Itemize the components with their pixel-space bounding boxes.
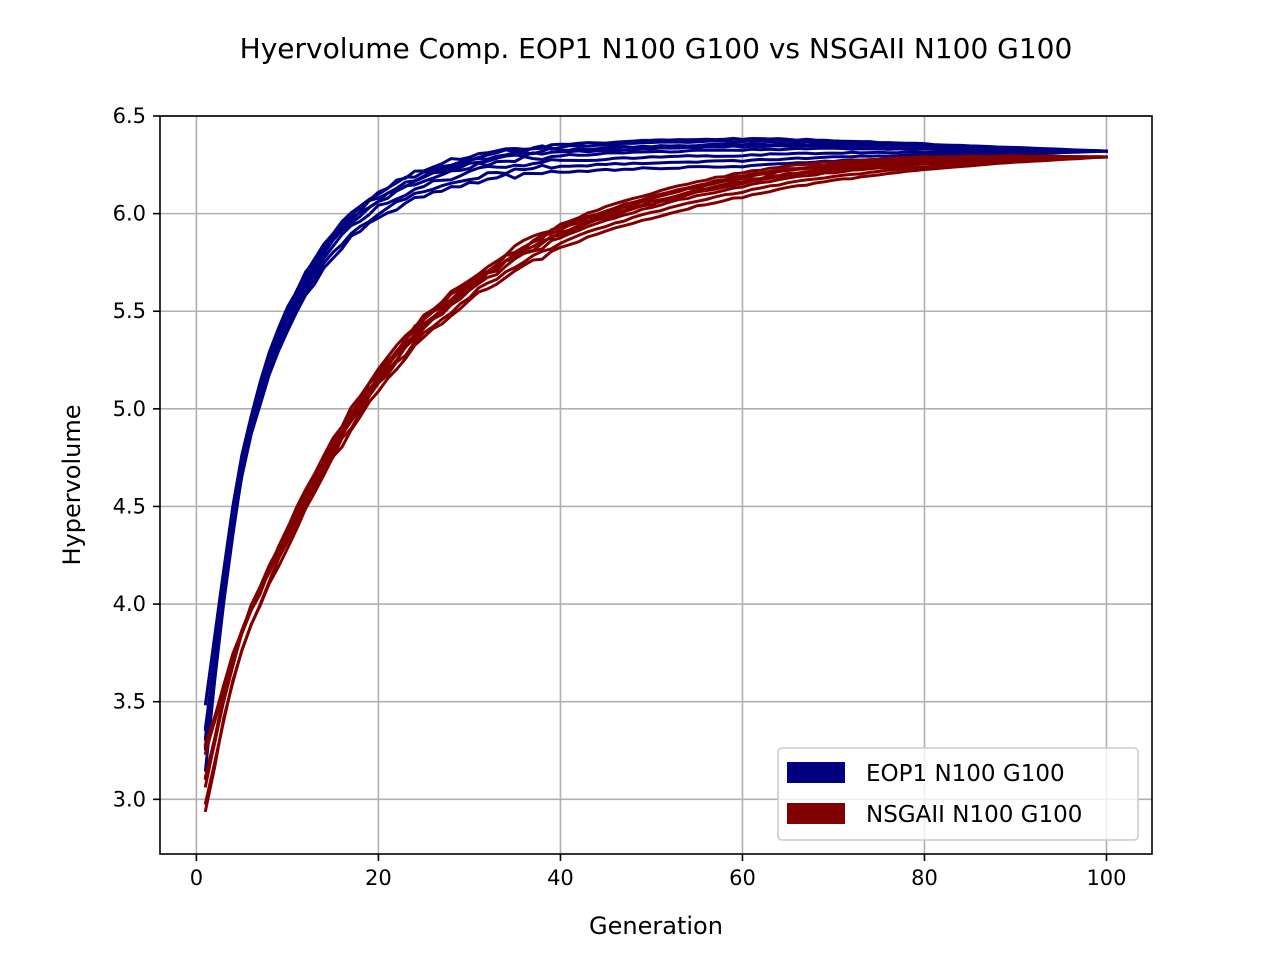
series-1 bbox=[203, 154, 1109, 813]
series-0-run-line bbox=[203, 142, 1109, 749]
chart-title: Hyervolume Comp. EOP1 N100 G100 vs NSGAI… bbox=[240, 32, 1073, 65]
x-axis-ticks: 0 20 40 60 80 100 bbox=[190, 854, 1127, 890]
y-axis-label: Hypervolume bbox=[58, 404, 86, 565]
series-0-run-line bbox=[203, 136, 1109, 751]
x-tick-label: 80 bbox=[911, 866, 938, 890]
y-tick-label: 4.0 bbox=[113, 592, 146, 616]
y-tick-label: 3.0 bbox=[113, 787, 146, 811]
series-0-run-line bbox=[203, 149, 1109, 739]
series-1-run-line bbox=[203, 155, 1108, 748]
legend-label-nsgaii: NSGAII N100 G100 bbox=[866, 802, 1082, 828]
series-0 bbox=[203, 136, 1109, 772]
y-tick-label: 6.5 bbox=[113, 104, 146, 128]
plot-frame bbox=[159, 115, 1153, 855]
y-tick-label: 6.0 bbox=[113, 202, 146, 226]
plot-series bbox=[203, 136, 1109, 813]
y-tick-label: 5.5 bbox=[113, 299, 146, 323]
legend-label-eop1: EOP1 N100 G100 bbox=[866, 761, 1065, 787]
legend-swatch-eop1 bbox=[787, 762, 845, 783]
series-1-run-line bbox=[203, 155, 1109, 813]
y-tick-label: 4.5 bbox=[113, 494, 146, 518]
legend-swatch-nsgaii bbox=[787, 803, 845, 824]
y-tick-label: 3.5 bbox=[113, 690, 146, 714]
x-tick-label: 100 bbox=[1086, 866, 1126, 890]
series-1-run-line bbox=[203, 155, 1109, 805]
x-tick-label: 60 bbox=[729, 866, 756, 890]
x-axis-label: Generation bbox=[589, 912, 723, 940]
x-tick-label: 20 bbox=[365, 866, 392, 890]
series-1-run-line bbox=[203, 155, 1109, 756]
legend-box bbox=[777, 747, 1139, 841]
series-0-run-line bbox=[203, 149, 1109, 732]
y-tick-label: 5.0 bbox=[113, 397, 146, 421]
series-0-run-line bbox=[203, 146, 1108, 741]
x-tick-label: 0 bbox=[190, 866, 203, 890]
x-tick-label: 40 bbox=[547, 866, 574, 890]
y-axis-ticks: 3.0 3.5 4.0 4.5 5.0 5.5 6.0 6.5 bbox=[113, 104, 160, 811]
legend: EOP1 N100 G100 NSGAII N100 G100 bbox=[777, 747, 1139, 841]
series-0-run-line bbox=[203, 144, 1109, 772]
